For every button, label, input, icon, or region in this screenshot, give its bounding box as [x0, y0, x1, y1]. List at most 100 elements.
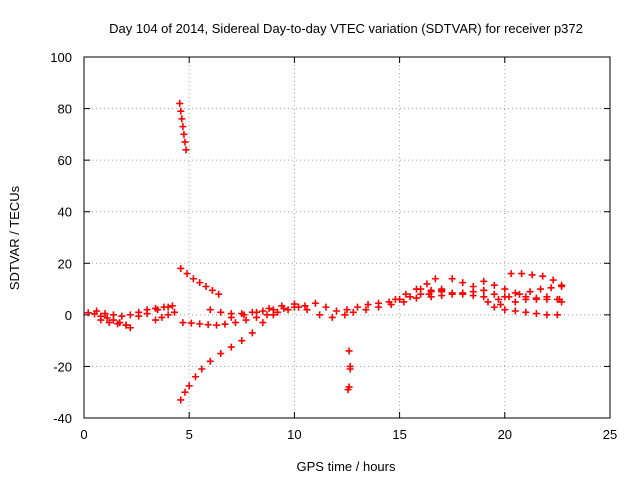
chart-title: Day 104 of 2014, Sidereal Day-to-day VTE… [109, 21, 583, 36]
data-point [126, 324, 134, 332]
data-point [217, 308, 225, 316]
data-point [180, 130, 188, 138]
data-point [480, 277, 488, 285]
data-point [528, 271, 536, 279]
data-point [189, 275, 197, 283]
data-point [177, 264, 185, 272]
data-point [284, 306, 292, 314]
data-point [332, 307, 340, 315]
data-point [187, 319, 195, 327]
data-point [345, 347, 353, 355]
data-point [511, 289, 519, 297]
data-point [181, 388, 189, 396]
data-point [549, 276, 557, 284]
data-point [522, 295, 530, 303]
data-point [505, 293, 513, 301]
data-point [423, 280, 431, 288]
data-point [196, 279, 204, 287]
data-point [387, 301, 395, 309]
data-point [427, 286, 435, 294]
data-point [497, 301, 505, 309]
data-point [242, 316, 250, 324]
y-tick-label: 0 [65, 308, 72, 323]
data-point [93, 307, 101, 315]
data-point [192, 373, 200, 381]
data-point [362, 306, 370, 314]
data-point [231, 319, 239, 327]
data-point [343, 306, 351, 314]
data-point [448, 290, 456, 298]
data-point [215, 290, 223, 298]
data-point [322, 303, 330, 311]
data-point [328, 313, 336, 321]
data-point [181, 138, 189, 146]
data-point [400, 298, 408, 306]
data-point [490, 281, 498, 289]
data-point [412, 294, 420, 302]
data-point [97, 316, 105, 324]
x-tick-label: 20 [498, 427, 512, 442]
data-point [177, 396, 185, 404]
data-point [265, 304, 273, 312]
data-point [114, 320, 122, 328]
data-point [185, 382, 193, 390]
data-point [427, 293, 435, 301]
data-point [490, 290, 498, 298]
data-point [469, 282, 477, 290]
y-tick-label: 80 [58, 102, 72, 117]
y-axis-label: SDTVAR / TECUs [7, 185, 22, 290]
data-point [507, 270, 515, 278]
x-tick-label: 10 [287, 427, 301, 442]
y-tick-label: 60 [58, 153, 72, 168]
data-point [547, 284, 555, 292]
data-point [221, 320, 229, 328]
data-point [164, 303, 172, 311]
data-point [154, 306, 162, 314]
data-point [532, 294, 540, 302]
data-point [346, 365, 354, 373]
data-point [539, 272, 547, 280]
data-point [196, 320, 204, 328]
data-point [198, 365, 206, 373]
data-point [109, 311, 117, 319]
data-point [290, 300, 298, 308]
data-point [278, 302, 286, 310]
x-tick-label: 5 [186, 427, 193, 442]
grid-layer [84, 57, 610, 418]
data-point [274, 308, 282, 316]
data-point [553, 311, 561, 319]
data-point [259, 307, 267, 315]
data-point [259, 319, 267, 327]
data-point [543, 293, 551, 301]
data-point [179, 123, 187, 131]
data-point [511, 307, 519, 315]
plot-frame [83, 56, 611, 419]
data-point [248, 329, 256, 337]
data-point [543, 311, 551, 319]
data-point [558, 298, 566, 306]
data-point [158, 313, 166, 321]
data-point [164, 311, 172, 319]
data-point [204, 321, 212, 329]
data-point [316, 311, 324, 319]
data-point [303, 306, 311, 314]
data-point [526, 288, 534, 296]
data-point [143, 310, 151, 318]
data-point [522, 308, 530, 316]
data-point [122, 321, 130, 329]
data-point [511, 298, 519, 306]
data-point [516, 290, 524, 298]
data-point [208, 286, 216, 294]
data-point [391, 295, 399, 303]
data-point [459, 289, 467, 297]
data-point [344, 386, 352, 394]
x-tick-label: 25 [603, 427, 617, 442]
data-point [170, 308, 178, 316]
data-point [431, 275, 439, 283]
data-points [84, 99, 566, 404]
data-point [135, 312, 143, 320]
data-point [341, 311, 349, 319]
data-point [103, 314, 111, 322]
data-point [375, 303, 383, 311]
